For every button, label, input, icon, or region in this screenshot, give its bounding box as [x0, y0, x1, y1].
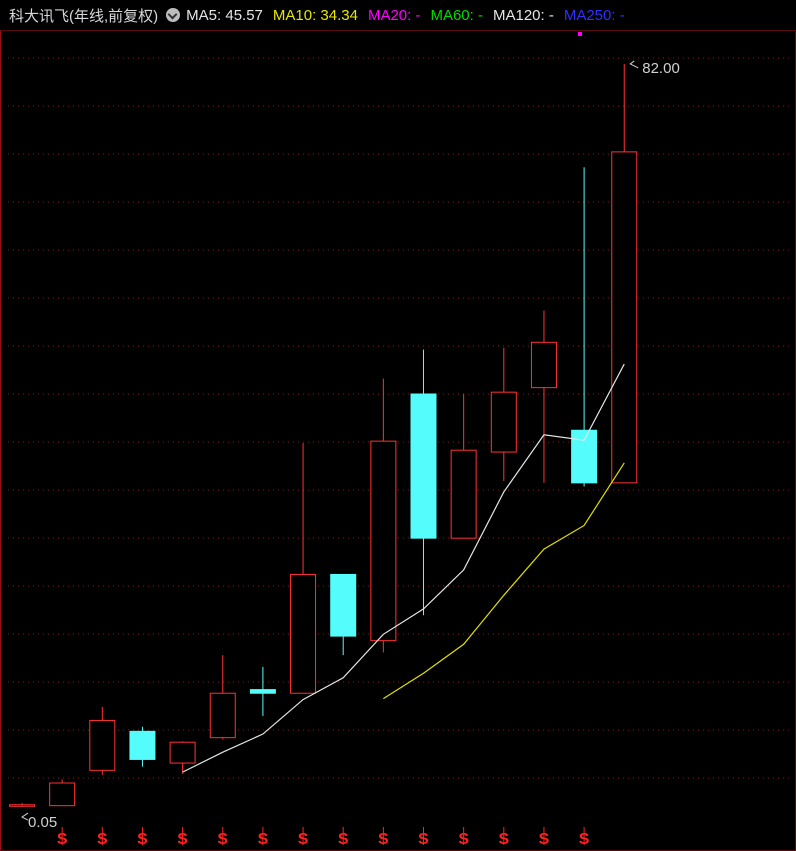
candle-body [530, 341, 557, 389]
min-price-arrow [21, 812, 29, 821]
candle-body [370, 440, 397, 642]
dividend-marker: S [258, 831, 269, 848]
ma10-line [383, 462, 625, 700]
candle-body [129, 730, 156, 760]
dividend-marker: S [97, 831, 108, 848]
candle-body [249, 689, 276, 694]
min-price-label: 0.05 [28, 814, 57, 831]
ma10-label[interactable]: MA10: 34.34 [272, 6, 358, 24]
ma5-label[interactable]: MA5: 45.57 [186, 6, 263, 24]
dividend-marker: S [498, 831, 509, 848]
dividend-marker: S [298, 831, 309, 848]
ma5-line [182, 363, 625, 773]
dividend-marker: S [217, 831, 228, 848]
candle-body [290, 573, 317, 694]
candle-body [330, 573, 357, 637]
candle-body [89, 719, 116, 771]
candle-body [571, 429, 598, 484]
dividend-marker: S [539, 831, 550, 848]
max-price-arrow [629, 60, 639, 69]
ma20-marker [578, 32, 582, 36]
dividend-marker: S [378, 831, 389, 848]
chart-header: 科大讯飞(年线,前复权) MA5: 45.57 MA10: 34.34 MA20… [0, 0, 796, 30]
candle-body [611, 151, 638, 484]
ma120-label[interactable]: MA120: - [492, 6, 554, 24]
candle-body [490, 391, 517, 453]
dividend-marker: S [458, 831, 469, 848]
ma20-label[interactable]: MA20: - [367, 6, 421, 24]
stock-title[interactable]: 科大讯飞(年线,前复权) [9, 7, 159, 25]
indicator-settings-icon[interactable] [166, 8, 181, 22]
dividend-marker: S [338, 831, 349, 848]
candle-body [49, 782, 76, 807]
dividend-marker: S [57, 831, 68, 848]
candle-body [450, 449, 477, 539]
candle-body [9, 804, 35, 807]
candle-body [169, 741, 196, 764]
dividend-marker: S [579, 831, 590, 848]
ma60-label[interactable]: MA60: - [430, 6, 483, 24]
dividend-marker: S [137, 831, 148, 848]
ma250-label[interactable]: MA250: - [563, 6, 625, 24]
dividend-marker: S [177, 831, 188, 848]
candle-body [209, 692, 236, 739]
max-price-label: 82.00 [642, 60, 680, 77]
candle-body [410, 393, 437, 539]
dividend-marker: S [418, 831, 429, 848]
